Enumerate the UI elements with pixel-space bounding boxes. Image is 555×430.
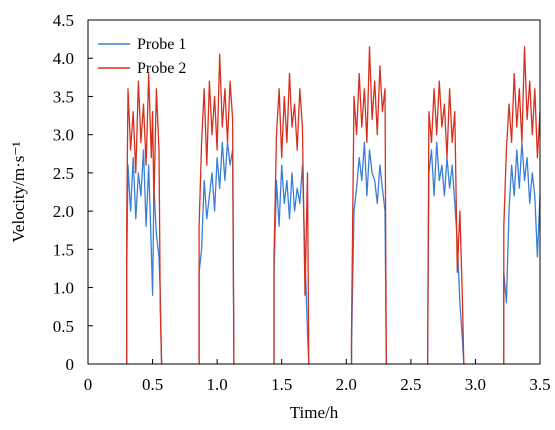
y-tick-label: 2.0 bbox=[53, 202, 74, 221]
series-1-segment-5 bbox=[426, 141, 465, 365]
y-tick-label: 1.5 bbox=[53, 240, 74, 259]
x-tick-label: 0.5 bbox=[142, 375, 163, 394]
series-2-segment-5 bbox=[426, 80, 465, 365]
y-tick-label: 0.5 bbox=[53, 317, 74, 336]
series-2-segment-2 bbox=[198, 53, 235, 365]
x-tick-label: 0 bbox=[84, 375, 93, 394]
series-2-segment-1 bbox=[126, 72, 163, 365]
series-2-segment-3 bbox=[273, 72, 310, 365]
y-tick-label: 4.5 bbox=[53, 11, 74, 30]
series-2-segment-4 bbox=[350, 46, 387, 365]
legend-label-2: Probe 2 bbox=[137, 60, 186, 77]
series-1-segment-1 bbox=[126, 149, 163, 365]
y-tick-label: 2.5 bbox=[53, 164, 74, 183]
x-tick-label: 2.5 bbox=[400, 375, 421, 394]
y-tick-label: 3.0 bbox=[53, 126, 74, 145]
y-tick-label: 0 bbox=[66, 355, 75, 374]
series-1-segment-2 bbox=[198, 141, 235, 365]
series-2-segment-6 bbox=[503, 46, 541, 364]
y-axis-label: Velocity/m·s⁻¹ bbox=[9, 142, 28, 243]
y-tick-label: 3.5 bbox=[53, 87, 74, 106]
x-tick-label: 3.0 bbox=[465, 375, 486, 394]
plot-lines bbox=[126, 46, 541, 365]
x-tick-label: 3.5 bbox=[529, 375, 550, 394]
y-tick-label: 1.0 bbox=[53, 279, 74, 298]
plot-frame bbox=[87, 19, 541, 365]
series-1-segment-6 bbox=[503, 141, 541, 364]
x-tick-label: 1.5 bbox=[271, 375, 292, 394]
legend: Probe 1 Probe 2 bbox=[98, 36, 186, 77]
series-1-segment-4 bbox=[350, 141, 387, 365]
x-axis-label: Time/h bbox=[290, 403, 339, 422]
legend-label-1: Probe 1 bbox=[137, 36, 186, 53]
axis-ticks: 0 0.5 1.0 1.5 2.0 2.5 3.0 3.5 0 0.5 1.0 1.5 2.0 2.5 3.… bbox=[53, 11, 551, 394]
x-tick-label: 2.0 bbox=[336, 375, 357, 394]
x-tick-label: 1.0 bbox=[207, 375, 228, 394]
y-tick-label: 4.0 bbox=[53, 49, 74, 68]
